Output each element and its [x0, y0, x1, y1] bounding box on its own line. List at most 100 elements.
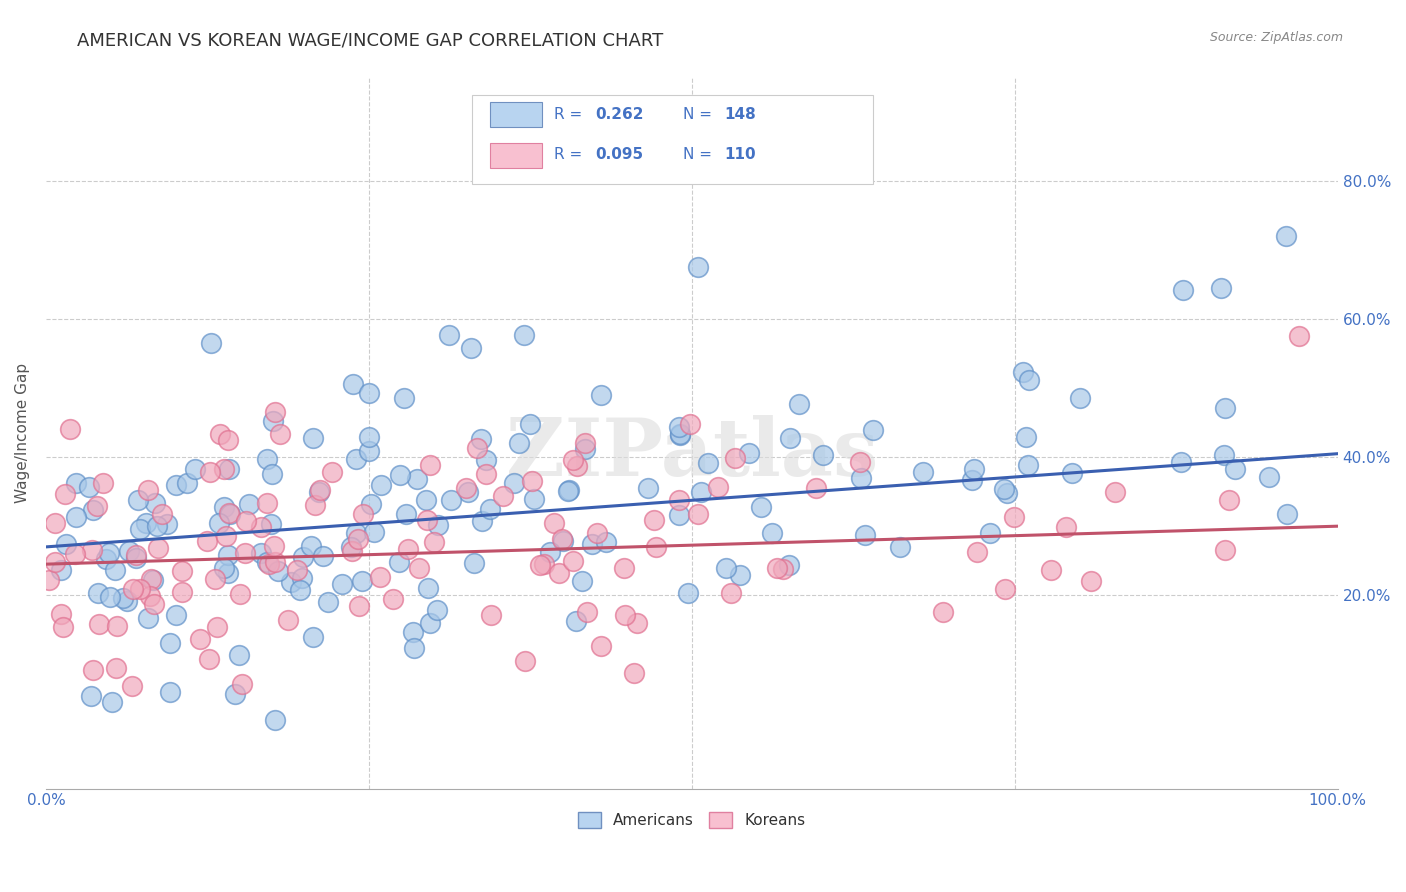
Point	[127, 492, 149, 507]
Point	[1213, 542, 1236, 557]
Point	[118, 544, 141, 558]
Point	[122, 582, 145, 596]
Point	[339, 540, 361, 554]
Point	[707, 479, 730, 493]
Point	[557, 483, 579, 498]
Point	[224, 687, 246, 701]
Point	[143, 495, 166, 509]
Point	[402, 640, 425, 655]
Point	[263, 539, 285, 553]
Point	[200, 335, 222, 350]
Point	[291, 571, 314, 585]
Point	[51, 607, 73, 622]
Point	[135, 516, 157, 531]
Point	[44, 516, 66, 530]
Point	[363, 525, 385, 540]
Point	[159, 685, 181, 699]
Point	[291, 549, 314, 564]
Point	[360, 497, 382, 511]
Point	[688, 260, 710, 275]
Y-axis label: Wage/Income Gap: Wage/Income Gap	[15, 363, 30, 503]
Point	[290, 582, 312, 597]
Text: 110: 110	[724, 147, 755, 162]
FancyBboxPatch shape	[491, 143, 541, 168]
Point	[960, 473, 983, 487]
Point	[256, 555, 278, 569]
Point	[669, 426, 692, 441]
Point	[778, 558, 800, 572]
Point	[463, 556, 485, 570]
Point	[512, 328, 534, 343]
Point	[129, 582, 152, 597]
Point	[437, 328, 460, 343]
FancyBboxPatch shape	[491, 103, 541, 128]
Point	[668, 420, 690, 434]
Point	[396, 542, 419, 557]
Point	[1288, 329, 1310, 343]
Point	[49, 563, 72, 577]
Point	[86, 499, 108, 513]
Point	[779, 431, 801, 445]
Point	[233, 546, 256, 560]
Point	[347, 599, 370, 614]
Point	[503, 475, 526, 490]
Point	[457, 484, 479, 499]
Point	[280, 574, 302, 589]
Point	[471, 514, 494, 528]
Point	[79, 689, 101, 703]
Point	[643, 513, 665, 527]
Point	[204, 572, 226, 586]
Point	[963, 462, 986, 476]
Point	[143, 597, 166, 611]
Point	[697, 457, 720, 471]
Point	[330, 576, 353, 591]
Point	[101, 695, 124, 709]
Point	[262, 414, 284, 428]
Point	[138, 589, 160, 603]
Point	[218, 507, 240, 521]
Point	[668, 508, 690, 523]
Point	[614, 608, 637, 623]
Point	[408, 561, 430, 575]
Point	[574, 442, 596, 457]
Text: R =: R =	[554, 147, 586, 162]
Point	[125, 549, 148, 563]
Point	[382, 592, 405, 607]
Point	[212, 500, 235, 515]
Point	[115, 594, 138, 608]
Point	[513, 654, 536, 668]
Point	[419, 615, 441, 630]
Point	[212, 462, 235, 476]
Point	[86, 586, 108, 600]
Point	[264, 555, 287, 569]
Point	[523, 492, 546, 507]
Point	[215, 529, 238, 543]
Point	[368, 570, 391, 584]
Point	[394, 508, 416, 522]
Point	[65, 510, 87, 524]
Point	[720, 586, 742, 600]
Point	[589, 388, 612, 402]
Point	[522, 474, 544, 488]
Point	[136, 483, 159, 497]
Point	[165, 478, 187, 492]
Point	[217, 433, 239, 447]
Point	[129, 522, 152, 536]
Point	[302, 630, 325, 644]
Text: N =: N =	[683, 107, 717, 122]
Point	[679, 417, 702, 432]
Point	[626, 616, 648, 631]
Point	[205, 620, 228, 634]
Point	[848, 455, 870, 469]
Point	[184, 462, 207, 476]
Point	[581, 537, 603, 551]
Point	[87, 617, 110, 632]
Point	[668, 427, 690, 442]
Point	[562, 553, 585, 567]
Point	[966, 545, 988, 559]
Point	[218, 462, 240, 476]
Point	[623, 666, 645, 681]
Text: R =: R =	[554, 107, 586, 122]
Point	[136, 611, 159, 625]
Point	[686, 507, 709, 521]
